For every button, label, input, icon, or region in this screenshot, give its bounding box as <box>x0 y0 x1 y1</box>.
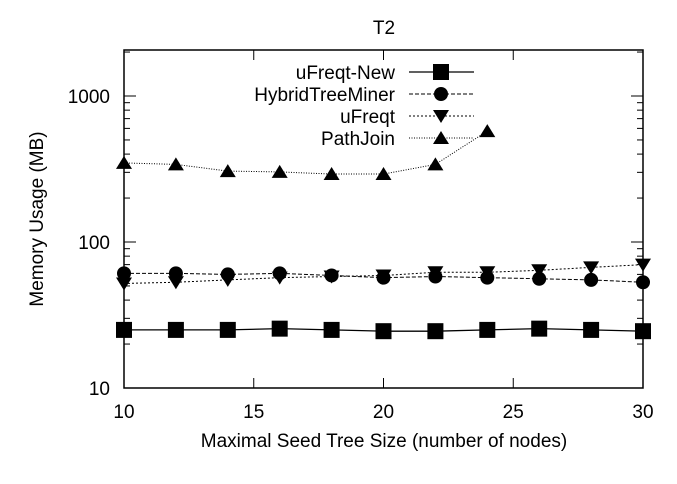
data-point-ufreqt <box>375 269 392 283</box>
series-pathjoin <box>116 124 496 181</box>
data-point-ufreqt <box>116 277 132 291</box>
data-point-ufreqt-new <box>479 321 496 338</box>
axis-ticks: 10 15 20 25 30 10 100 1000 <box>68 50 654 423</box>
y-tick-label: 100 <box>78 233 110 254</box>
series-line-pathjoin <box>123 130 488 175</box>
data-point-pathjoin <box>116 155 132 169</box>
data-point-pathjoin <box>375 167 392 181</box>
data-point-pathjoin <box>479 124 496 138</box>
data-point-hybridtreeminer <box>117 266 131 281</box>
data-point-ufreqt-new <box>427 323 444 340</box>
legend-item-ufreqt: uFreqt <box>340 107 474 128</box>
data-point-ufreqt-new <box>271 320 288 337</box>
y-axis-title: Memory Usage (MB) <box>27 131 48 306</box>
data-point-ufreqt <box>167 276 184 290</box>
data-point-ufreqt-new <box>116 321 132 338</box>
data-point-pathjoin <box>427 157 444 171</box>
data-point-ufreqt <box>583 261 600 275</box>
legend-marker-hybridtreeminer <box>434 87 448 101</box>
data-point-ufreqt-new <box>219 321 236 338</box>
x-tick-label: 15 <box>243 402 264 423</box>
data-point-hybridtreeminer <box>636 275 650 290</box>
data-point-ufreqt <box>219 273 236 287</box>
data-point-ufreqt <box>427 266 444 280</box>
legend-label: uFreqt <box>340 107 396 128</box>
data-point-ufreqt <box>479 266 496 280</box>
legend-marker-pathjoin <box>433 131 449 144</box>
data-point-pathjoin <box>323 167 340 181</box>
data-point-ufreqt-new <box>635 323 651 340</box>
data-point-hybridtreeminer <box>584 272 599 287</box>
data-point-ufreqt-new <box>167 321 184 338</box>
legend-item-ufreqt-new: uFreqt-New <box>296 63 474 84</box>
data-point-ufreqt-new <box>375 323 392 340</box>
data-point-ufreqt-new <box>583 321 600 338</box>
legend-label: PathJoin <box>321 129 395 150</box>
data-point-pathjoin <box>219 164 236 178</box>
x-tick-label: 30 <box>632 402 653 423</box>
data-point-pathjoin <box>167 157 184 171</box>
legend-item-hybridtreeminer: HybridTreeMiner <box>254 85 474 106</box>
series-ufreqt-new <box>116 320 651 340</box>
x-axis-title: Maximal Seed Tree Size (number of nodes) <box>201 431 567 452</box>
data-point-ufreqt <box>531 264 548 278</box>
x-tick-label: 10 <box>113 402 134 423</box>
legend-marker-ufreqt-new <box>433 64 449 80</box>
legend-label: uFreqt-New <box>296 63 396 84</box>
legend-item-pathjoin: PathJoin <box>321 129 474 150</box>
data-point-ufreqt <box>635 258 651 272</box>
y-tick-label: 1000 <box>68 87 110 108</box>
x-tick-label: 25 <box>503 402 524 423</box>
series-ufreqt <box>116 258 651 291</box>
legend-marker-ufreqt <box>433 110 449 123</box>
data-point-ufreqt-new <box>323 321 340 338</box>
legend-label: HybridTreeMiner <box>254 85 395 106</box>
y-tick-label: 10 <box>89 379 110 400</box>
data-point-ufreqt <box>271 271 288 285</box>
data-point-ufreqt <box>323 270 340 284</box>
chart-title: T2 <box>373 18 395 39</box>
data-point-pathjoin <box>271 164 288 178</box>
data-point-hybridtreeminer <box>532 271 547 286</box>
data-point-ufreqt-new <box>531 320 548 337</box>
x-tick-label: 20 <box>373 402 394 423</box>
series-group <box>116 124 651 340</box>
series-line-ufreqt <box>123 264 644 284</box>
